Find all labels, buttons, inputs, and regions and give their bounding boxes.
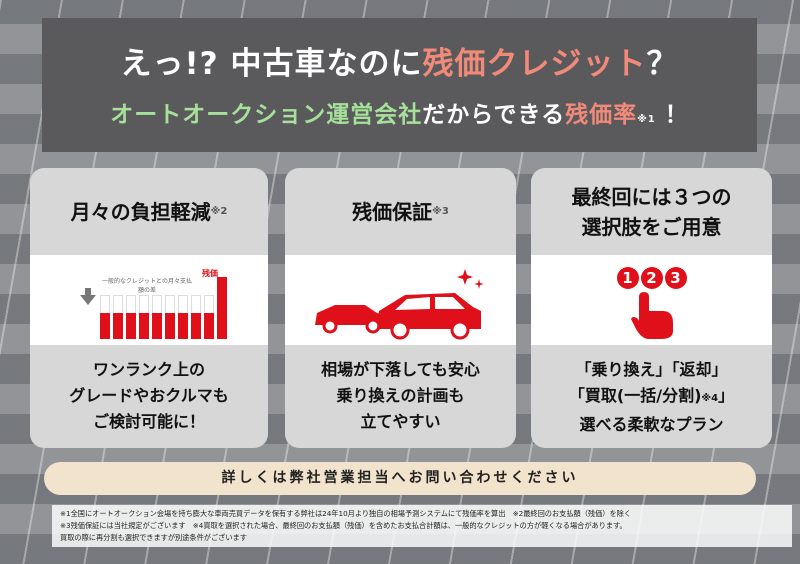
body-line: 乗り換えの計画も	[336, 386, 465, 405]
body-line: ワンランク上の	[92, 360, 205, 379]
payment-bar	[191, 313, 201, 339]
footnote: 買取の際に再分割も選択できますが別途条件がございます	[60, 533, 247, 542]
payment-bar	[100, 313, 110, 339]
payment-bar	[139, 313, 149, 339]
payment-bar	[165, 313, 175, 339]
number-circle: 3	[664, 267, 687, 289]
card-title-text: 残価保証	[352, 199, 433, 224]
card-body: 「乗り換え」「返却」「買取(一括/分割)※4」選べる柔軟なプラン	[531, 345, 772, 438]
subheadline-highlight: 残価率	[565, 102, 638, 128]
body-line: ご検討可能に！	[92, 412, 205, 431]
card-title: 最終回には３つの 選択肢をご用意	[531, 168, 772, 255]
card-body: 相場が下落しても安心 乗り換えの計画も 立てやすい	[285, 345, 516, 435]
payment-chart: 一般的なクレジットとの月々支払額の差 残価	[30, 255, 268, 345]
card-residual-guarantee: 残価保証 ※3 相場が下落しても安心 乗り換えの計画も 立てやすい	[285, 168, 516, 448]
headline-part: えっ!? 中古車なのに	[120, 46, 423, 82]
footnote-ref: ※3	[432, 205, 449, 217]
pointing-hand-icon	[631, 292, 673, 339]
chart-label: 一般的なクレジットとの月々支払額の差	[102, 278, 192, 294]
footnote: ※1全国にオートオークション会場を持ち膨大な車両売買データを保有する弊社は24年…	[60, 509, 632, 518]
payment-bar	[152, 313, 162, 339]
payment-bar	[178, 313, 188, 339]
card-title-text: 月々の負担軽減	[70, 199, 211, 224]
card-title-text: 最終回には３つの	[571, 184, 732, 209]
footnote: ※3残価保証には当社規定がございます ※4買取を選択された場合、最終回のお支払額…	[60, 521, 627, 530]
subheadline-part: だからできる	[422, 102, 566, 128]
headline-part: ？	[646, 46, 679, 82]
body-line: 」	[718, 386, 735, 405]
number-circle: 2	[640, 267, 663, 289]
footnote-ref: ※4	[701, 393, 719, 404]
body-line: グレードやおクルマも	[69, 386, 229, 405]
residual-bar	[217, 277, 227, 339]
card-body: ワンランク上のグレードやおクルマも ご検討可能に！	[30, 345, 268, 435]
footnote-ref: ※2	[210, 205, 228, 217]
arrow-down-icon	[80, 295, 96, 305]
subheadline: オートオークション運営会社だからできる残価率※1 ！	[42, 95, 757, 129]
subheadline-part: ！	[664, 102, 689, 128]
payment-bar	[113, 313, 123, 339]
body-line: 相場が下落しても安心	[321, 360, 480, 379]
card-monthly-burden: 月々の負担軽減 ※2 一般的なクレジットとの月々支払額の差 残価 ワンランク上のグ…	[30, 168, 268, 448]
footnote-ref: ※1	[637, 114, 656, 125]
footnotes: ※1全国にオートオークション会場を持ち膨大な車両売買データを保有する弊社は24年…	[52, 505, 792, 547]
body-line: 立てやすい	[360, 412, 441, 431]
number-circle: 1	[616, 267, 639, 289]
arrow-stem	[85, 288, 91, 296]
payment-bar	[204, 313, 214, 339]
headline-banner: えっ!? 中古車なのに残価クレジット？ オートオークション運営会社だからできる残…	[42, 18, 757, 152]
card-title: 残価保証 ※3	[285, 168, 516, 255]
cars-illustration	[285, 255, 516, 345]
residual-label: 残価	[202, 269, 218, 278]
card-title: 月々の負担軽減 ※2	[30, 168, 268, 255]
contact-banner: 詳しくは弊社営業担当へお問い合わせください	[44, 462, 756, 495]
body-line: 「買取(一括/分割)	[568, 386, 702, 405]
headline-highlight: 残価クレジット	[422, 46, 647, 82]
payment-bar	[126, 313, 136, 339]
card-title-text: 選択肢をご用意	[581, 214, 722, 239]
headline: えっ!? 中古車なのに残価クレジット？	[42, 38, 757, 83]
car-icon	[315, 269, 484, 340]
body-line: 「乗り換え」「返却」	[575, 360, 728, 379]
subheadline-company: オートオークション運営会社	[110, 102, 423, 128]
body-line: 選べる柔軟なプラン	[579, 415, 724, 434]
